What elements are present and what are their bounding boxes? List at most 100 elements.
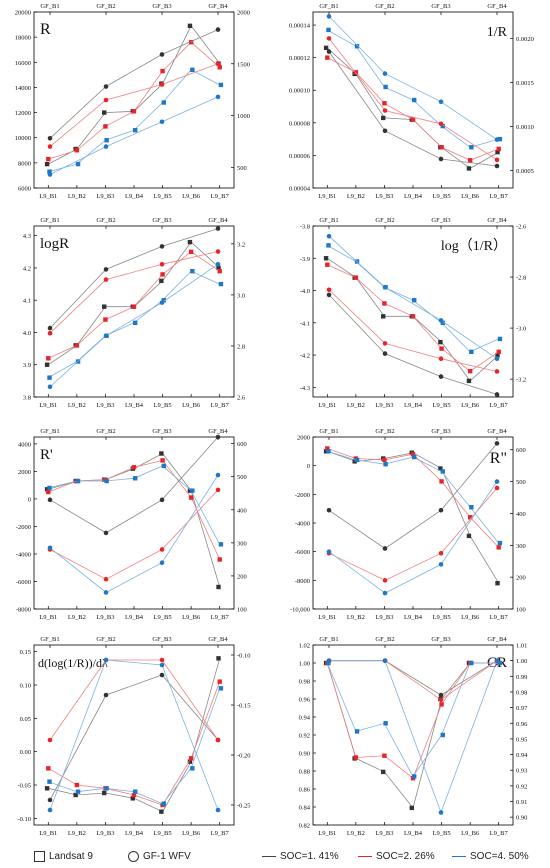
x-tick-label: L9_B6 (182, 614, 201, 621)
top-tick-label: GF_B2 (96, 3, 115, 10)
gf-point (382, 351, 388, 356)
x-tick-label: L9_B4 (404, 193, 423, 200)
landsat-point (354, 457, 360, 463)
gf-point (494, 479, 500, 484)
gf-point (159, 300, 165, 305)
x-tick-label: L9_B3 (375, 193, 393, 200)
x-tick-label: L9_B3 (96, 830, 114, 837)
landsat-point (383, 462, 388, 467)
y-tick-label: 0.96 (299, 697, 311, 704)
landsat-point (102, 110, 107, 115)
landsat-point (73, 792, 78, 798)
line-swatch-icon (452, 856, 466, 857)
top-tick-label: GF_B3 (431, 217, 450, 224)
y2-tick-label: 500 (237, 165, 247, 172)
x-tick-label: L9_B3 (96, 193, 114, 200)
top-tick-label: GF_B1 (40, 3, 59, 10)
landsat-point (410, 452, 416, 457)
gf-point (215, 226, 221, 231)
top-tick-label: GF_B3 (431, 636, 450, 643)
x-tick-label: L9_B4 (404, 402, 423, 409)
top-tick-label: GF_B4 (487, 428, 507, 435)
gf-point (47, 497, 53, 503)
landsat-point (103, 124, 108, 129)
circle-marker-icon (128, 851, 139, 862)
x-tick-label: L9_B4 (125, 402, 144, 409)
landsat-point (133, 476, 138, 481)
landsat-point (46, 489, 51, 495)
plot-frame (33, 11, 235, 189)
y-tick-label: 0.84 (299, 805, 311, 812)
x-tick-label: L9_B1 (318, 614, 336, 621)
landsat-point (382, 301, 387, 306)
gf-point (47, 144, 53, 149)
landsat-point (46, 766, 51, 771)
y-tick-label: 18000 (15, 35, 31, 42)
line-swatch-icon (358, 856, 372, 857)
gf-series-line (49, 659, 219, 811)
legend-gf: GF-1 WFV (128, 851, 191, 862)
y2-tick-label: -0.10 (237, 653, 251, 660)
top-tick-label: GF_B3 (152, 3, 171, 10)
y-tick-label: -6000 (16, 579, 31, 586)
gf-point (215, 434, 221, 440)
chart-title: d(log(1/R))/dλ (38, 656, 108, 670)
landsat-point (353, 275, 359, 280)
gf-point (438, 156, 444, 162)
landsat-point (104, 786, 109, 791)
x-tick-label: L9_B7 (211, 830, 230, 837)
landsat-point (412, 454, 417, 460)
gf-point (47, 136, 53, 141)
gf-point (215, 27, 221, 32)
y2-tick-label: 300 (237, 540, 247, 547)
landsat-point (381, 314, 386, 319)
top-tick-label: GF_B2 (96, 428, 115, 435)
landsat-series-line (48, 69, 220, 173)
plot-frame (33, 436, 235, 610)
x-tick-label: L9_B2 (68, 193, 86, 200)
landsat-point (438, 339, 443, 345)
gf-series-line (328, 487, 498, 581)
landsat-point (439, 346, 444, 351)
landsat-point (44, 161, 50, 167)
gf-series-line (49, 228, 219, 329)
gf-point (103, 576, 109, 582)
landsat-point (439, 145, 444, 150)
gf-point (438, 562, 444, 567)
y2-tick-label: 0.92 (516, 783, 527, 790)
gf-point (215, 472, 221, 478)
gf-point (215, 249, 221, 254)
x-tick-label: L9_B2 (68, 402, 86, 409)
y2-tick-label: 1500 (237, 61, 250, 68)
x-tick-label: L9_B4 (404, 830, 423, 837)
gf-point (326, 36, 332, 41)
gf-point (382, 284, 388, 290)
y2-tick-label: 0.93 (516, 768, 527, 775)
top-tick-label: GF_B2 (375, 217, 394, 224)
landsat-series-line (48, 41, 220, 160)
x-tick-label: L9_B7 (490, 830, 509, 837)
top-tick-label: GF_B3 (431, 3, 450, 10)
y2-tick-label: 500 (516, 479, 526, 486)
gf-point (47, 325, 53, 331)
x-tick-label: L9_B3 (375, 614, 393, 621)
landsat-point (47, 485, 52, 491)
landsat-series-line (48, 658, 221, 813)
landsat-point (190, 67, 195, 73)
landsat-point (323, 449, 329, 454)
y2-tick-label: -2.8 (516, 275, 526, 282)
legend-gf-label: GF-1 WFV (143, 851, 191, 862)
gf-point (159, 52, 165, 57)
x-tick-label: L9_B6 (461, 402, 480, 409)
landsat-point (325, 262, 330, 267)
top-tick-label: GF_B2 (96, 636, 115, 643)
landsat-point (466, 378, 472, 384)
landsat-point (218, 542, 224, 547)
y2-tick-label: 200 (237, 573, 247, 580)
gf-point (326, 549, 332, 554)
x-tick-label: L9_B2 (347, 193, 365, 200)
legend-landsat: Landsat 9 (34, 851, 93, 862)
landsat-point (218, 281, 224, 287)
gf-point (438, 318, 444, 323)
gf-point (382, 590, 388, 596)
